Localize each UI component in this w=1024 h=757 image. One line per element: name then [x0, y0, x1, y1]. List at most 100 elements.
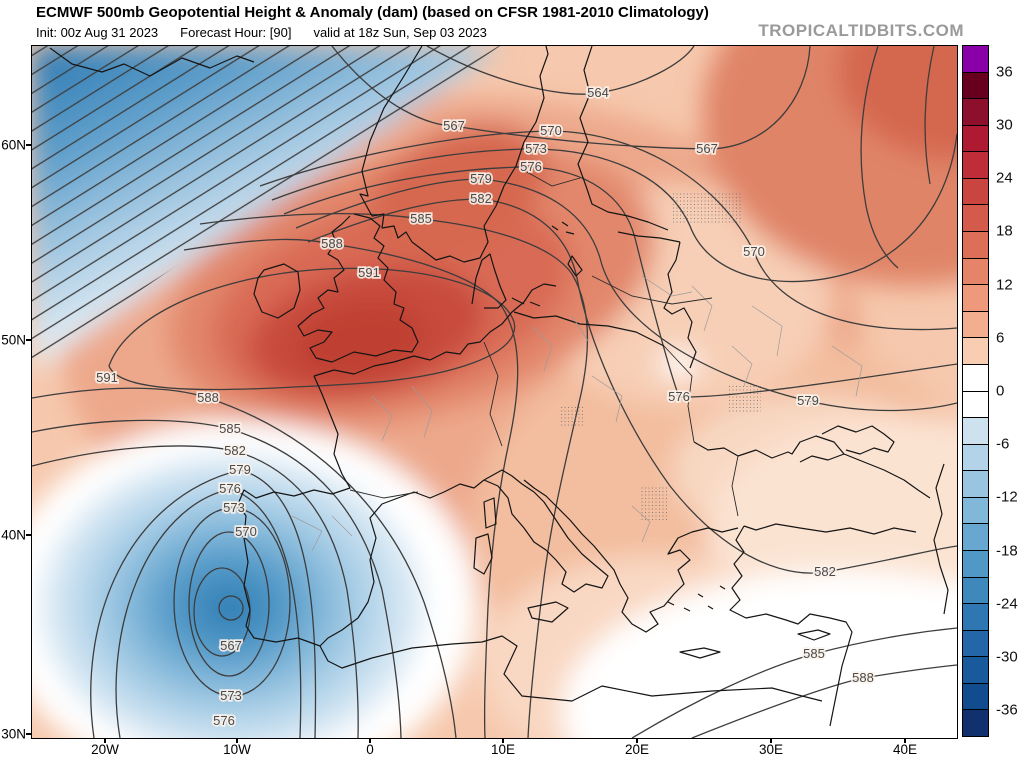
lon-label: 20W [91, 742, 119, 757]
colorbar-segment [963, 549, 988, 577]
contour-label: 573 [220, 688, 242, 703]
contour-label: 591 [358, 265, 380, 280]
lat-tick [26, 534, 31, 536]
lon-tick [904, 738, 906, 743]
valid-time: valid at 18z Sun, Sep 03 2023 [313, 25, 487, 40]
lon-label: 20E [624, 742, 650, 757]
country-borders [349, 165, 739, 517]
contour-label: 585 [219, 421, 241, 436]
colorbar-tick-label: 6 [996, 329, 1005, 347]
contour-label: 579 [229, 462, 251, 477]
anomaly-colorbar [962, 45, 989, 737]
colorbar-tick-label: 24 [996, 169, 1013, 187]
site-watermark: TROPICALTIDBITS.COM [758, 21, 964, 40]
init-time: Init: 00z Aug 31 2023 [36, 25, 159, 40]
contour-label-layer: 564 567 567 570 570 573 576 579 582 585 588 591 591 5… [94, 83, 875, 730]
lon-tick [636, 738, 638, 743]
contour-label: 582 [224, 443, 246, 458]
contour-label: 576 [213, 713, 235, 728]
contour-label: 588 [321, 236, 343, 251]
colorbar-segment [963, 576, 988, 604]
colorbar-segment [963, 390, 988, 418]
lon-tick [236, 738, 238, 743]
colorbar-segment [963, 231, 988, 258]
contour-label: 591 [96, 370, 118, 385]
contour-label: 585 [803, 646, 825, 661]
colorbar-segment [963, 603, 988, 630]
contour-label: 567 [220, 638, 242, 653]
colorbar-segment [963, 523, 988, 550]
colorbar-segment [963, 98, 988, 125]
colorbar-segment [963, 337, 988, 364]
admin-borders [291, 275, 863, 552]
colorbar-segment [963, 417, 988, 444]
contour-label: 573 [525, 141, 547, 156]
contour-label: 567 [443, 118, 465, 133]
lon-label: 30E [758, 742, 784, 757]
colorbar-segment [963, 257, 988, 285]
contour-label: 573 [223, 500, 245, 515]
colorbar-tick-label: 12 [996, 276, 1013, 294]
contour-label: 567 [696, 141, 718, 156]
colorbar-segment [963, 682, 988, 710]
contour-label: 588 [852, 670, 874, 685]
contour-label: 588 [197, 390, 219, 405]
lon-label: 0 [366, 742, 374, 757]
lat-tick [26, 733, 31, 735]
colorbar-segment [963, 151, 988, 178]
colorbar-segment [963, 310, 988, 338]
colorbar-segment [963, 177, 988, 205]
contour-label: 570 [743, 244, 765, 259]
lon-tick [369, 738, 371, 743]
contour-label: 579 [797, 393, 819, 408]
dense-admin-patches [561, 191, 761, 520]
colorbar-segment [963, 470, 988, 497]
colorbar-segment [963, 709, 988, 737]
colorbar-tick-label: 0 [996, 382, 1005, 400]
colorbar-tick-label: -18 [996, 542, 1018, 560]
run-info: Init: 00z Aug 31 2023 Forecast Hour: [90]… [36, 25, 509, 40]
colorbar-segment [963, 46, 988, 72]
contour-label: 570 [540, 123, 562, 138]
lon-label: 10E [490, 742, 516, 757]
contour-label: 582 [814, 564, 836, 579]
lat-label: 30N [1, 726, 26, 742]
contour-label: 576 [520, 159, 542, 174]
lat-label: 60N [1, 137, 26, 153]
lat-tick [26, 144, 31, 146]
colorbar-tick-label: -36 [996, 701, 1018, 719]
colorbar-tick-label: 18 [996, 222, 1013, 240]
coastlines [49, 46, 949, 727]
colorbar-tick-label: -6 [996, 435, 1010, 453]
lon-label: 40E [892, 742, 918, 757]
colorbar-segment [963, 496, 988, 524]
lat-label: 40N [1, 527, 26, 543]
contour-label: 576 [668, 389, 690, 404]
colorbar-segment [963, 204, 988, 232]
colorbar-segment [963, 124, 988, 152]
lon-label: 10W [223, 742, 251, 757]
contour-label: 576 [219, 481, 241, 496]
forecast-hour: Forecast Hour: [90] [180, 25, 292, 40]
colorbar-tick-label: 36 [996, 63, 1013, 81]
colorbar-segment [963, 443, 988, 471]
lat-label: 50N [1, 332, 26, 348]
lon-tick [770, 738, 772, 743]
colorbar-segment [963, 71, 988, 99]
contour-label: 582 [470, 191, 492, 206]
contour-pack-nw [32, 46, 500, 364]
page-title: ECMWF 500mb Geopotential Height & Anomal… [36, 4, 709, 21]
colorbar-segment [963, 629, 988, 657]
colorbar-tick-label: -12 [996, 488, 1018, 506]
map-frame: 564 567 567 570 570 573 576 579 582 585 588 591 591 5… [31, 45, 958, 739]
lat-tick [26, 339, 31, 341]
colorbar-segment [963, 656, 988, 683]
contour-label: 579 [470, 171, 492, 186]
contour-label: 570 [235, 524, 257, 539]
colorbar-tick-label: 30 [996, 116, 1013, 134]
colorbar-segment [963, 363, 988, 391]
map-canvas: 564 567 567 570 570 573 576 579 582 585 588 591 591 5… [32, 46, 957, 738]
colorbar-tick-label: -24 [996, 595, 1018, 613]
lon-tick [502, 738, 504, 743]
lon-tick [104, 738, 106, 743]
